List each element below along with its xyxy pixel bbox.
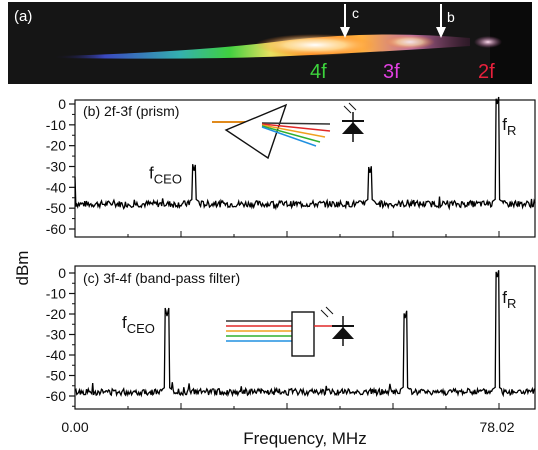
panel-c-title: (c) 3f-4f (band-pass filter) [83,270,240,286]
y-axis-label: dBm [13,251,32,286]
panel-c-y-ticks: 0 -10 -20 -30 -40 -50 -60 [46,265,75,407]
panel-b-y-ticks: 0 -10 -20 -30 -40 -50 -60 [46,96,75,237]
y-tick-label: -20 [46,138,66,154]
y-tick-label: -50 [46,368,66,384]
panel-c-frame [74,265,536,410]
x-axis-label: Frequency, MHz [243,429,366,448]
filter-icon [291,311,315,357]
panel-b-title: (b) 2f-3f (prism) [83,103,179,119]
photodiode-icon [342,102,364,142]
x-tick-label-start: 0.00 [61,419,88,435]
peak-label-r: fR [502,115,516,138]
peak-label-r: fR [502,288,516,311]
y-tick-label: -40 [46,347,66,363]
arrow-b: b [436,4,455,38]
y-tick-label: -10 [46,286,66,302]
panel-c-plot: 0 -10 -20 -30 -40 -50 -60 (c) 3f-4f (band-pass… [46,265,536,410]
panel-b-frame [74,99,536,238]
y-tick-label: -50 [46,200,66,216]
peak-label-ceo: fCEO [149,164,182,187]
y-tick-label: 0 [58,265,66,281]
panel-b-peak-labels: fCEO fR [149,115,516,187]
panel-c-x-ticks [74,403,500,409]
arrow-c: c [340,4,359,38]
band-label-4f: 4f [310,61,327,83]
panel-b-trace [74,96,536,211]
panel-b-plot: 0 -10 -20 -30 -40 -50 -60 (b) 2f-3f (prism) fC… [46,96,536,238]
beam-glow [255,34,375,56]
filter-inset [226,306,354,357]
y-tick-label: -40 [46,179,66,195]
arrow-b-label: b [447,9,455,25]
photo-panel: (a) c b 4f 3f 2f [8,2,532,84]
panel-c-peak-labels: fCEO fR [122,288,516,336]
band-label-2f: 2f [478,61,495,83]
y-tick-label: -60 [46,221,66,237]
y-tick-label: -60 [46,388,66,404]
prism-inset [212,102,364,160]
band-label-3f: 3f [383,61,400,83]
panel-c-trace [74,270,536,398]
x-tick-label-end: 78.02 [479,419,514,435]
photo-panel-label: (a) [14,8,32,25]
y-tick-label: -20 [46,306,66,322]
y-tick-label: -30 [46,159,66,175]
photodiode-icon [320,306,354,346]
panel-b-x-ticks [74,231,500,237]
y-tick-label: 0 [58,96,66,112]
y-tick-label: -10 [46,117,66,133]
arrow-c-label: c [352,5,359,21]
peak-label-ceo: fCEO [122,313,155,336]
y-tick-label: -30 [46,327,66,343]
